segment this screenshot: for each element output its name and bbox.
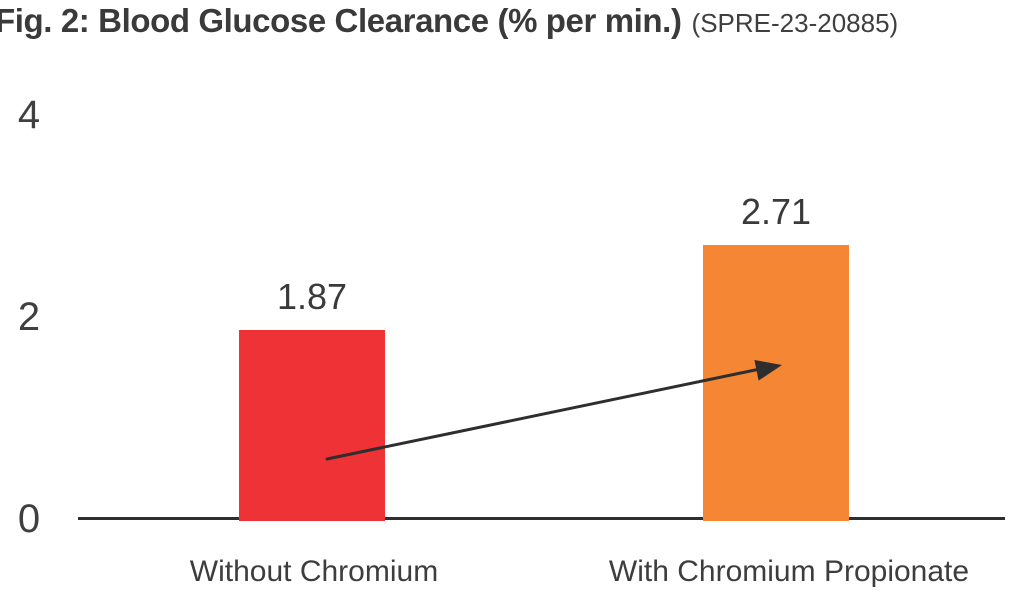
category-label-without-chromium: Without Chromium <box>189 555 439 588</box>
bar-with-chromium-propionate <box>703 245 849 521</box>
bar-value-label-without-chromium: 1.87 <box>276 276 348 317</box>
figure-title: Fig. 2: Blood Glucose Clearance (% per m… <box>0 2 682 39</box>
bar-value-label-with-chromium: 2.71 <box>740 191 812 232</box>
category-label-with-chromium: With Chromium Propionate <box>608 555 970 588</box>
y-axis-tick-4: 4 <box>17 93 41 137</box>
y-axis-tick-0: 0 <box>17 497 41 541</box>
figure-code: (SPRE-23-20885) <box>691 8 899 38</box>
x-axis-line <box>78 517 1005 520</box>
y-axis-tick-2: 2 <box>17 295 41 339</box>
bar-without-chromium <box>239 330 385 521</box>
figure-title-row: Fig. 2: Blood Glucose Clearance (% per m… <box>0 2 898 40</box>
